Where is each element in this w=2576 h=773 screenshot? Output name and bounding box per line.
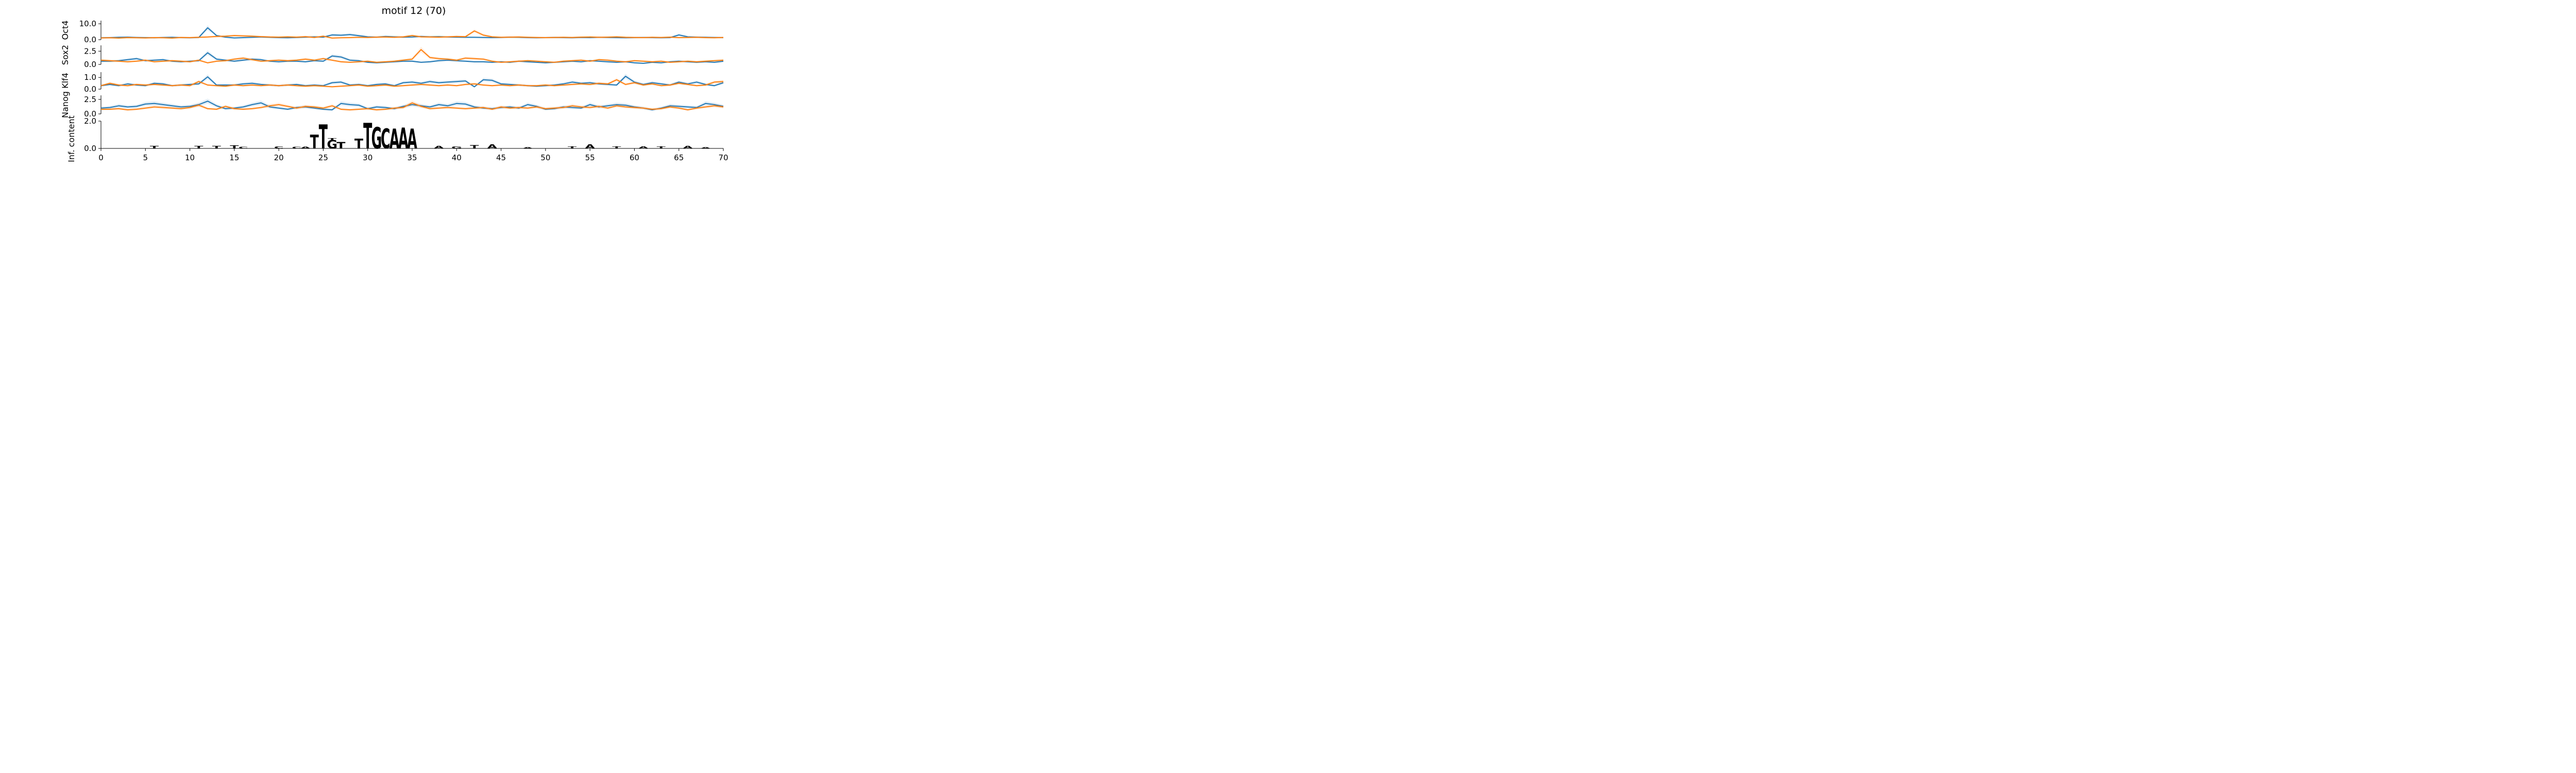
orange-series-line	[101, 102, 724, 111]
panel-sox2: 0.0 2.5 Sox2	[60, 45, 724, 69]
x-tick-label: 25	[318, 153, 328, 162]
y-axis-label: Nanog	[60, 91, 70, 118]
x-tick-label: 65	[674, 153, 684, 162]
logo-letter: G	[451, 146, 462, 149]
blue-series-line	[100, 27, 724, 39]
logo-letter: C	[239, 146, 248, 149]
panel-klf4: 0.0 1.0 Klf4	[60, 72, 724, 94]
y-tick-label: 10.0	[79, 19, 96, 28]
logo-letter: A	[300, 146, 311, 149]
y-tick-label: 2.0	[84, 116, 96, 126]
logo-letter: T	[657, 146, 666, 149]
logo-letter: T	[470, 144, 479, 150]
orange-series-line	[100, 79, 724, 88]
y-tick-label: 0.0	[84, 144, 96, 153]
x-tick-label: 0	[98, 153, 104, 162]
logo-letter: T	[194, 145, 204, 149]
panel-oct4: 0.0 10.0 Oct4	[60, 19, 724, 44]
logo-letter: T	[212, 145, 222, 149]
y-tick-label: 2.5	[84, 95, 96, 104]
y-axis-label: Inf. content	[66, 115, 76, 162]
y-tick-label: 0.0	[84, 35, 96, 44]
orange-series-line	[100, 49, 724, 63]
panel-nanog: 0.0 2.5 Nanog	[60, 91, 724, 119]
logo-letter: A	[389, 123, 400, 155]
logo-letter: T	[319, 119, 328, 157]
blue-series-line	[101, 52, 724, 64]
logo-letter: C	[381, 123, 391, 155]
logo-letter: G	[371, 122, 382, 156]
x-tick-label: 30	[363, 153, 372, 162]
logo-letter: A	[683, 145, 693, 149]
logo-letter: T	[612, 146, 621, 149]
logo-letter: A	[398, 123, 409, 156]
x-tick-label: 50	[540, 153, 550, 162]
x-tick-label: 20	[274, 153, 284, 162]
logo-letter: T	[363, 117, 372, 157]
x-tick-label: 40	[452, 153, 462, 162]
logo-letter: A	[701, 147, 711, 149]
x-tick-label: 10	[185, 153, 195, 162]
logo-letter: T	[150, 145, 159, 149]
logo-letter: T	[568, 146, 577, 149]
blue-series-line	[100, 76, 724, 88]
orange-series-line	[100, 30, 724, 39]
x-tick-label: 55	[585, 153, 595, 162]
y-axis-label: Oct4	[60, 21, 70, 40]
y-tick-label: 1.0	[84, 73, 96, 82]
y-tick-label: 0.0	[84, 85, 96, 94]
logo-letter: G	[327, 138, 337, 152]
logo-letter: A	[487, 143, 498, 150]
y-tick-label: 0.0	[84, 60, 96, 69]
logo-letter: T	[310, 131, 319, 153]
y-axis-label: Klf4	[60, 73, 70, 89]
logo-letter: A	[523, 147, 533, 149]
logo-letter: C	[292, 146, 301, 149]
x-tick-label: 15	[229, 153, 239, 162]
logo-letter: T	[328, 138, 337, 141]
x-tick-label: 60	[630, 153, 639, 162]
y-tick-label: 2.5	[84, 46, 96, 56]
logo-letter: T	[354, 136, 364, 152]
series-band	[101, 46, 723, 64]
logo-letter: A	[434, 145, 444, 149]
logo-letter: A	[407, 123, 417, 155]
y-tick-label: 0.0	[84, 109, 96, 119]
y-axis-label: Sox2	[60, 45, 70, 65]
blue-series-line	[100, 100, 724, 111]
x-tick-label: 70	[718, 153, 728, 162]
logo-letter: C	[274, 146, 284, 149]
logo-letter: A	[638, 146, 649, 149]
x-tick-label: 45	[496, 153, 506, 162]
x-tick-label: 5	[143, 153, 148, 162]
motif-chart: motif 12 (70) 0.010.0Oct40.02.5Sox20.01.…	[60, 5, 728, 162]
logo-letter: T	[230, 145, 239, 149]
line-panels: 0.010.0Oct40.02.5Sox20.01.0Klf40.02.5Nan…	[60, 19, 724, 119]
logo-letter: T	[336, 141, 346, 150]
chart-title: motif 12 (70)	[382, 5, 446, 16]
x-axis: 0 5 10 15 20 25 30 35 40 45 50 55 60 65 70	[98, 148, 728, 162]
x-tick-label: 35	[407, 153, 417, 162]
